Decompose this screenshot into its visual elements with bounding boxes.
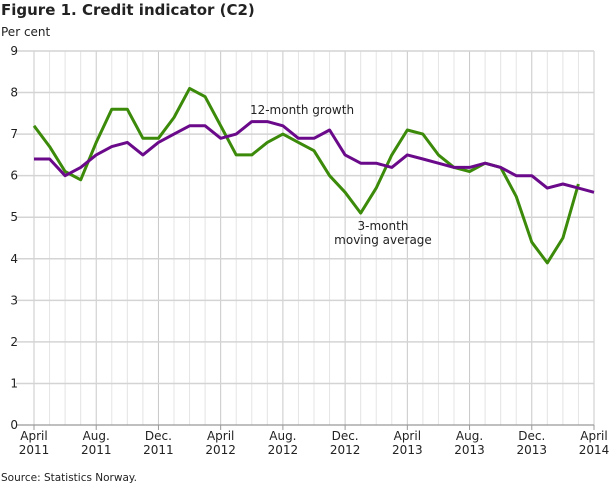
y-tick-label: 1: [10, 376, 18, 390]
x-tick-label: April: [207, 429, 234, 443]
x-tick-label: April: [580, 429, 607, 443]
x-tick-label: 2013: [392, 443, 423, 457]
x-tick-label: Dec.: [518, 429, 545, 443]
y-tick-label: 4: [10, 252, 18, 266]
y-tick-label: 5: [10, 210, 18, 224]
y-tick-label: 9: [10, 44, 18, 58]
x-tick-label: Aug.: [269, 429, 296, 443]
x-tick-label: April: [20, 429, 47, 443]
y-tick-label: 6: [10, 169, 18, 183]
y-tick-label: 7: [10, 127, 18, 141]
x-tick-label: 2013: [454, 443, 485, 457]
series-line-12-month-growth: [34, 120, 595, 194]
x-tick-label: 2011: [143, 443, 174, 457]
y-tick-label: 3: [10, 293, 18, 307]
x-tick-label: 2011: [19, 443, 50, 457]
x-tick-label: Aug.: [83, 429, 110, 443]
x-tick-label: Dec.: [332, 429, 359, 443]
chart-title: Figure 1. Credit indicator (C2): [1, 1, 255, 19]
x-tick-label: April: [394, 429, 421, 443]
source-note: Source: Statistics Norway.: [1, 472, 137, 484]
x-tick-label: 2013: [517, 443, 548, 457]
annotation-12-month: 12-month growth: [250, 103, 354, 117]
x-tick-label: 2014: [579, 443, 610, 457]
y-tick-label: 0: [10, 418, 18, 432]
y-tick-label: 2: [10, 335, 18, 349]
x-tick-label: 2012: [330, 443, 361, 457]
y-tick-label: 8: [10, 86, 18, 100]
annotation-3-month: 3-month: [358, 219, 409, 233]
annotation-3-month: moving average: [334, 233, 432, 247]
x-tick-label: 2012: [268, 443, 299, 457]
x-tick-label: 2011: [81, 443, 112, 457]
y-axis-label: Per cent: [1, 25, 51, 39]
x-tick-label: 2012: [205, 443, 236, 457]
x-tick-label: Aug.: [456, 429, 483, 443]
x-tick-label: Dec.: [145, 429, 172, 443]
